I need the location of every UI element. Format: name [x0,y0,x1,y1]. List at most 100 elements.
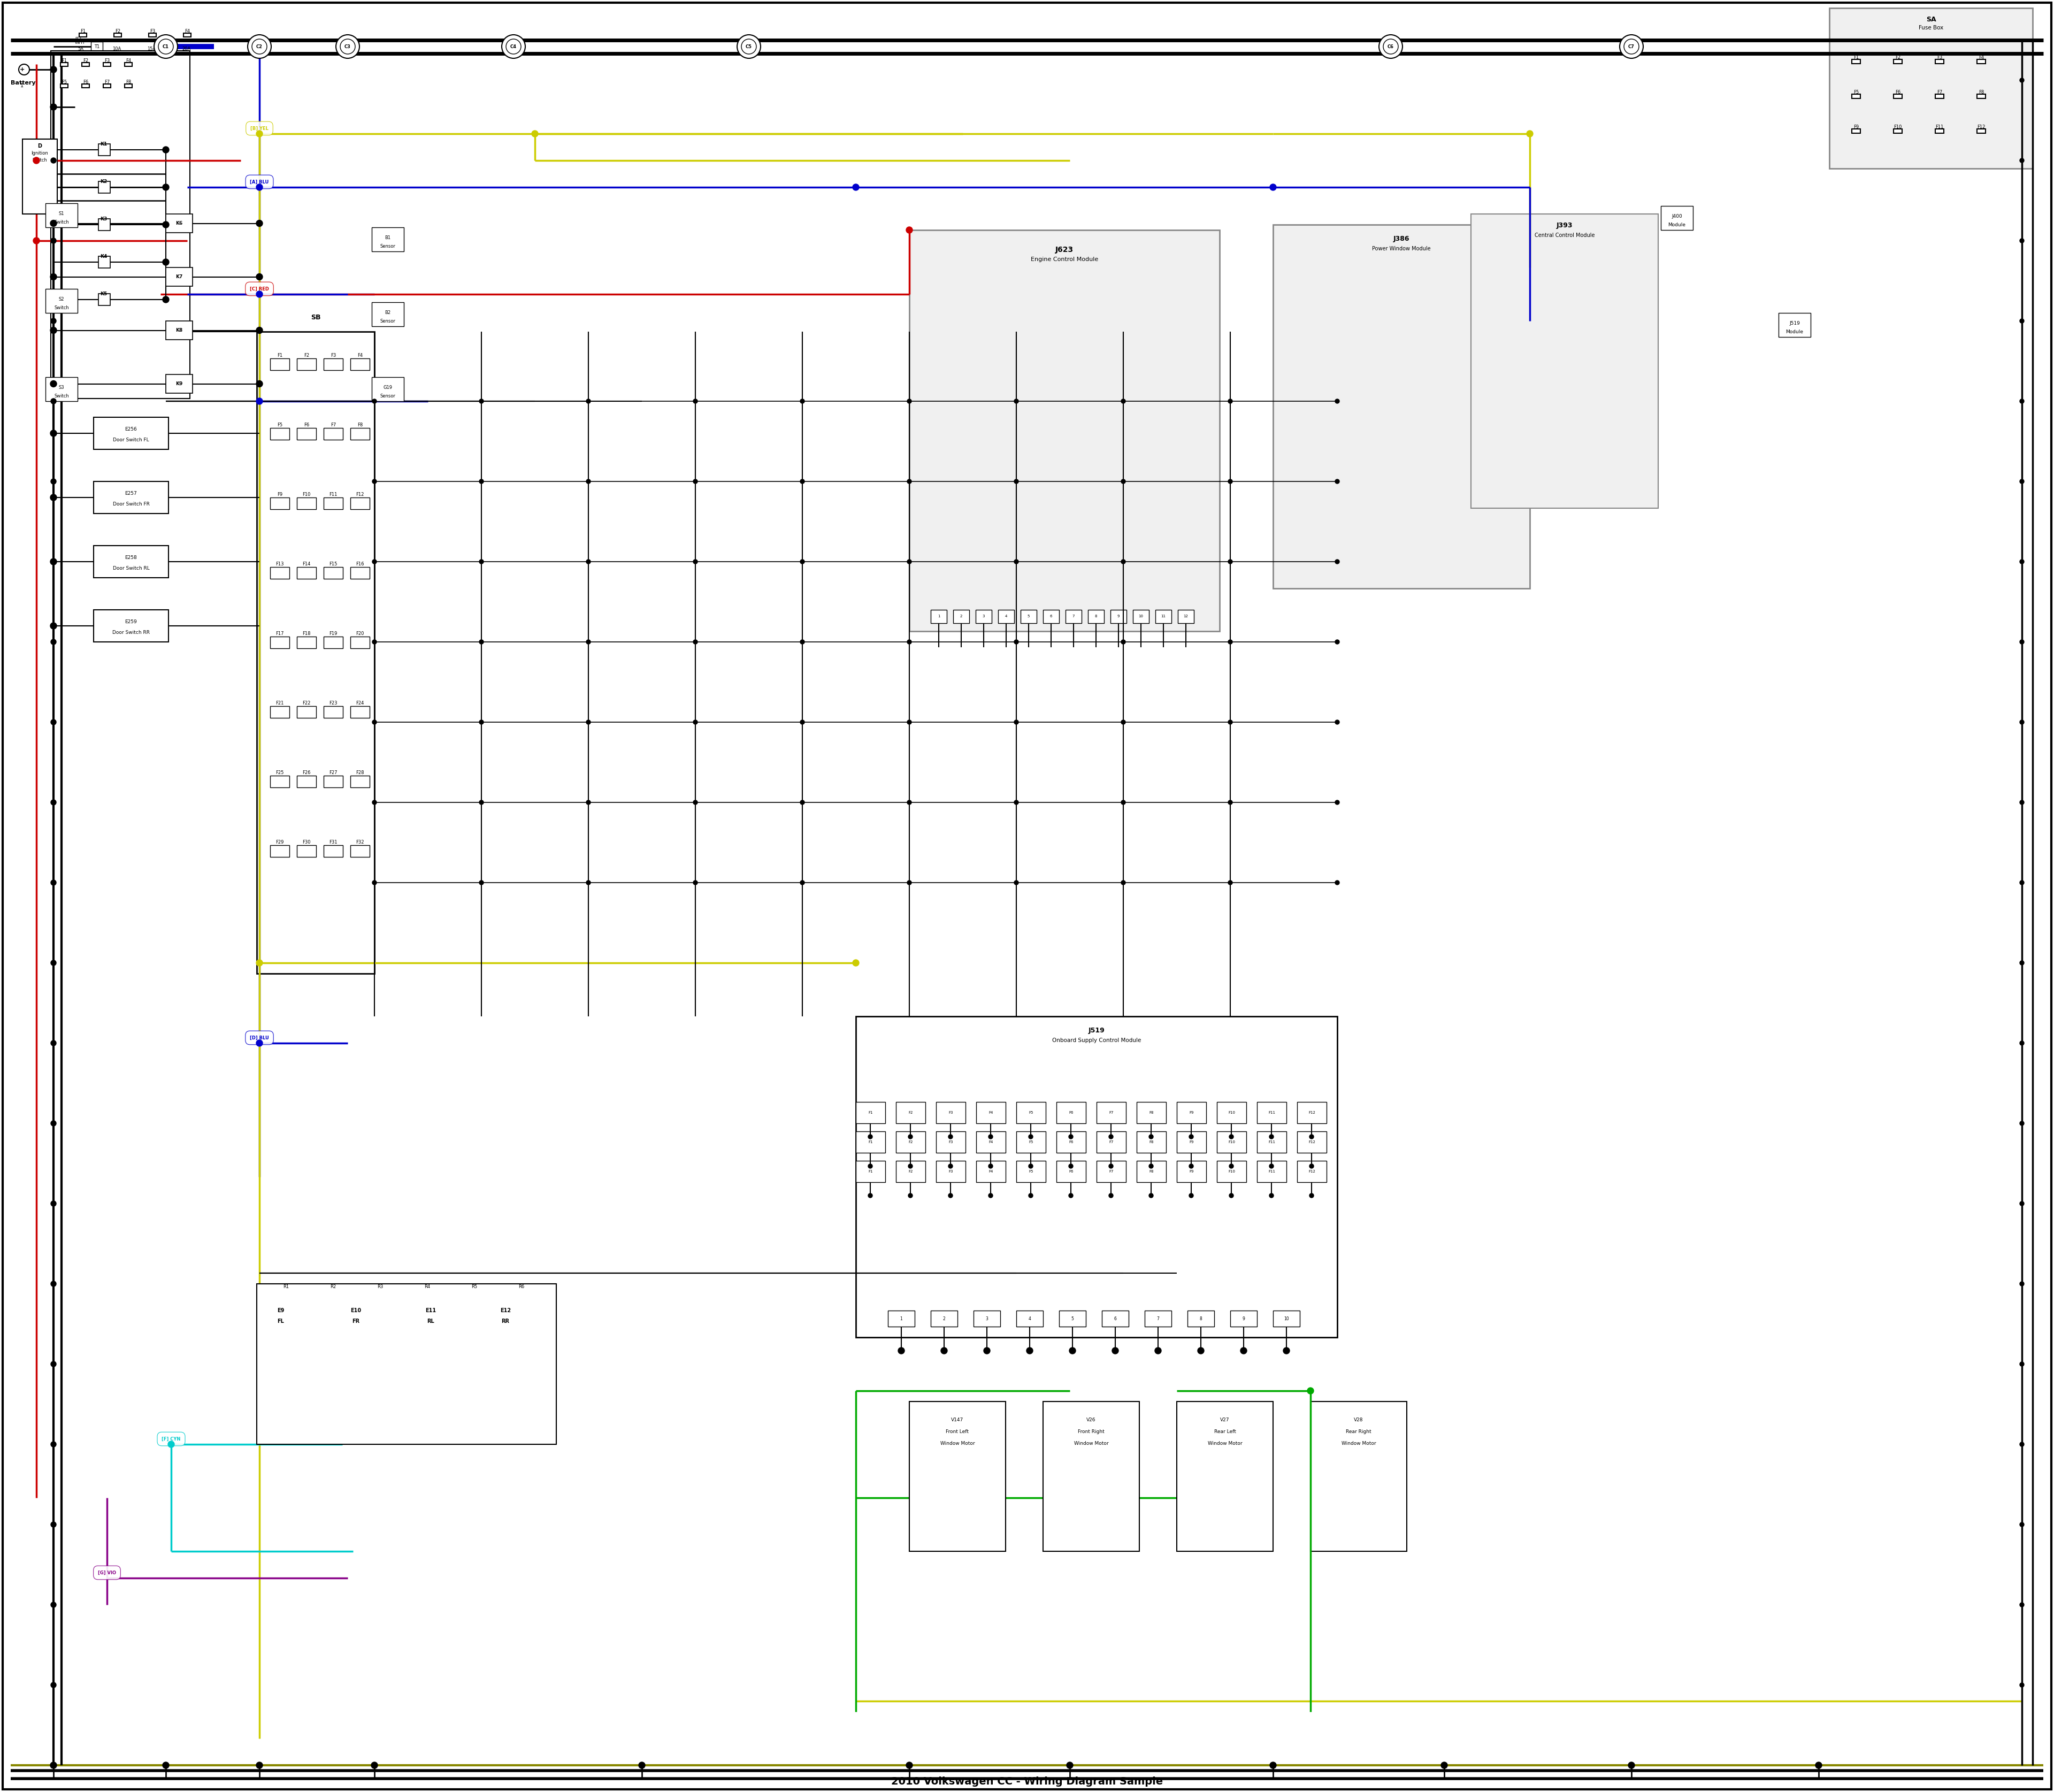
Bar [257,332,374,973]
Circle shape [585,720,592,724]
Text: F6: F6 [1068,1170,1074,1174]
Bar [351,428,370,439]
Bar [113,32,121,36]
Circle shape [2019,319,2023,323]
Bar [407,1299,454,1330]
Bar [1101,1310,1128,1326]
Bar [1310,1401,1407,1552]
Circle shape [585,880,592,885]
Text: F4: F4 [357,353,364,358]
Text: FR: FR [351,1319,359,1324]
Bar [298,706,316,719]
Text: F2: F2 [304,353,310,358]
Circle shape [1816,1762,1822,1769]
Text: Switch: Switch [33,158,47,163]
Bar [503,1294,540,1321]
Bar [1097,1102,1126,1124]
Bar [1177,1131,1206,1152]
Circle shape [341,39,355,54]
Circle shape [372,720,376,724]
Bar [60,84,68,88]
Text: F26: F26 [302,771,310,776]
Bar [1894,95,1902,99]
Bar [1853,59,1861,65]
Circle shape [51,640,55,645]
Circle shape [51,799,55,805]
Circle shape [1015,478,1019,484]
Circle shape [372,801,376,805]
Circle shape [694,880,698,885]
Bar [857,1131,885,1152]
Bar [298,776,316,787]
Text: FL: FL [277,1319,283,1324]
Text: J519: J519 [1089,1027,1105,1034]
Bar [1216,1161,1247,1183]
Bar [953,609,969,624]
Text: F7: F7 [331,423,337,428]
Circle shape [906,228,912,233]
Text: F6: F6 [1068,1111,1074,1115]
Text: F1: F1 [869,1170,873,1174]
Text: R6: R6 [518,1285,524,1288]
Text: [B] YEL: [B] YEL [251,125,269,131]
Bar [351,636,370,649]
Circle shape [2019,238,2023,244]
Bar [1935,59,1943,65]
Circle shape [1228,640,1232,643]
Circle shape [479,478,483,484]
Text: Door Switch RL: Door Switch RL [113,566,150,572]
Text: 1: 1 [900,1315,902,1321]
Circle shape [852,185,859,190]
Circle shape [257,380,263,387]
Bar [271,498,290,509]
Text: 15A: 15A [148,47,156,52]
Bar [1853,129,1861,133]
Circle shape [1629,1762,1635,1769]
Text: E12: E12 [499,1308,511,1314]
Text: F2: F2 [115,29,121,34]
Circle shape [257,185,263,190]
Circle shape [1241,1348,1247,1355]
Text: F7: F7 [1109,1140,1113,1143]
Text: F12: F12 [1308,1140,1315,1143]
Text: B2: B2 [384,310,390,315]
Circle shape [801,640,805,643]
Text: 9: 9 [1117,615,1119,618]
Circle shape [908,801,912,805]
Text: F6: F6 [1068,1140,1074,1143]
Circle shape [1526,131,1532,136]
Text: F1: F1 [80,29,86,34]
Text: K2: K2 [101,179,107,185]
Text: F19: F19 [329,631,337,636]
Bar [325,706,343,719]
Text: F7: F7 [1109,1111,1113,1115]
Bar [1273,224,1530,588]
Circle shape [49,66,58,73]
Bar [976,609,992,624]
Text: [C] RED: [C] RED [251,287,269,292]
Text: R3: R3 [378,1285,384,1288]
Text: 5: 5 [1027,615,1029,618]
Bar [325,636,343,649]
Text: 2: 2 [943,1315,945,1321]
Bar [298,846,316,857]
Bar [1060,1310,1087,1326]
Text: V27: V27 [1220,1417,1230,1423]
Circle shape [1310,1134,1315,1140]
Circle shape [1148,1165,1152,1168]
Text: V26: V26 [1087,1417,1097,1423]
Text: F11: F11 [329,493,337,496]
Circle shape [908,1193,912,1197]
Text: 8: 8 [1200,1315,1202,1321]
Bar [409,1294,446,1321]
Text: V147: V147 [951,1417,963,1423]
Circle shape [1310,1193,1315,1197]
Circle shape [33,158,39,163]
Text: E9: E9 [277,1308,283,1314]
Circle shape [1442,1762,1448,1769]
Bar [99,256,111,269]
Bar [976,1161,1006,1183]
Bar [1976,59,1986,65]
Bar [94,418,168,450]
Bar [351,776,370,787]
